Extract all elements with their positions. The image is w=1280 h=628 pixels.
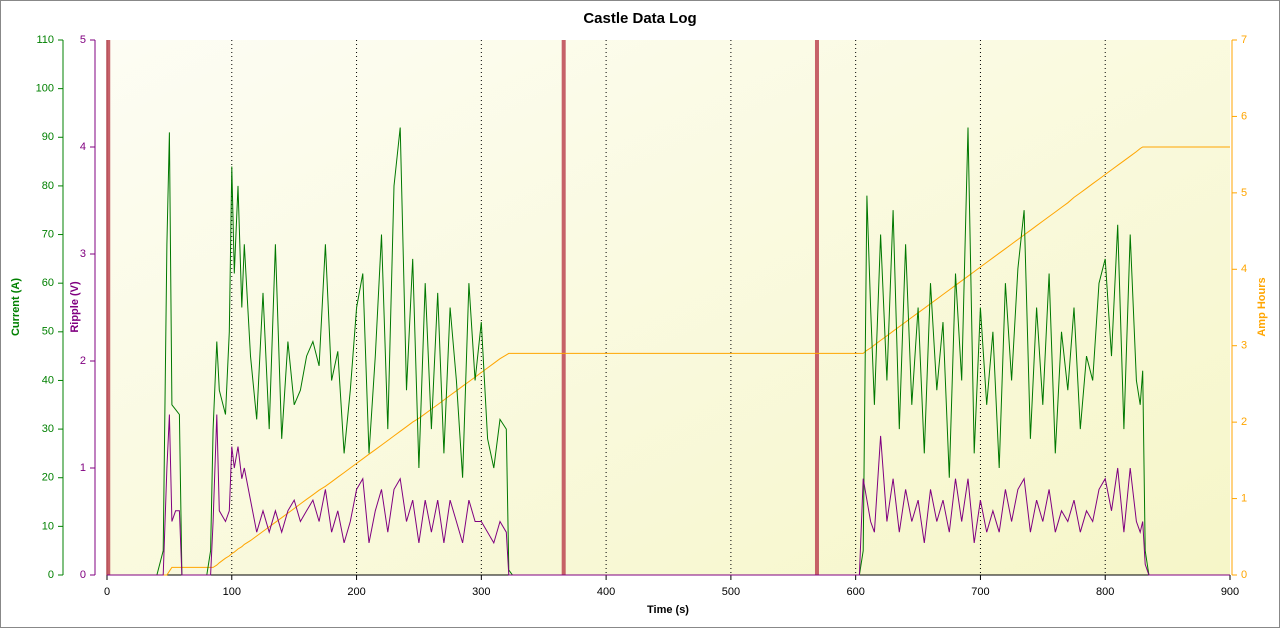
series-line bbox=[107, 146, 1230, 576]
y-tick-label: 90 bbox=[42, 131, 54, 143]
plot-area bbox=[107, 40, 1230, 575]
series-line bbox=[107, 414, 1230, 576]
event-marker bbox=[814, 40, 819, 575]
y-tick-label: 0 bbox=[48, 569, 54, 581]
y-tick-label: 100 bbox=[36, 83, 54, 95]
x-tick-label: 800 bbox=[1096, 586, 1114, 598]
x-tick-label: 500 bbox=[722, 586, 740, 598]
y2-tick-label: 1 bbox=[80, 462, 86, 474]
x-tick-label: 0 bbox=[104, 586, 110, 598]
y-tick-label: 20 bbox=[42, 472, 54, 484]
y3-tick-label: 7 bbox=[1241, 34, 1247, 46]
y-tick-label: 60 bbox=[42, 277, 54, 289]
y3-tick-label: 3 bbox=[1241, 340, 1247, 352]
y2-axis-title: Ripple (V) bbox=[69, 281, 81, 333]
y2-tick-label: 3 bbox=[80, 248, 86, 260]
y-tick-label: 40 bbox=[42, 374, 54, 386]
y2-tick-label: 2 bbox=[80, 355, 86, 367]
y2-tick-label: 5 bbox=[80, 34, 86, 46]
y3-tick-label: 4 bbox=[1241, 263, 1247, 275]
y3-tick-label: 2 bbox=[1241, 416, 1247, 428]
y-tick-label: 70 bbox=[42, 228, 54, 240]
x-axis-title: Time (s) bbox=[647, 604, 689, 616]
y3-tick-label: 1 bbox=[1241, 492, 1247, 504]
y3-tick-label: 6 bbox=[1241, 110, 1247, 122]
y2-tick-label: 4 bbox=[80, 141, 86, 153]
x-tick-label: 300 bbox=[472, 586, 490, 598]
y-tick-label: 50 bbox=[42, 326, 54, 338]
y-tick-label: 110 bbox=[36, 34, 54, 46]
x-tick-label: 200 bbox=[347, 586, 365, 598]
series-line bbox=[107, 127, 1230, 576]
y-tick-label: 10 bbox=[42, 520, 54, 532]
y3-tick-label: 0 bbox=[1241, 569, 1247, 581]
x-tick-label: 100 bbox=[223, 586, 241, 598]
y-axis-title: Current (A) bbox=[10, 278, 22, 336]
y3-tick-label: 5 bbox=[1241, 187, 1247, 199]
y-tick-label: 80 bbox=[42, 180, 54, 192]
chart-title: Castle Data Log bbox=[583, 10, 696, 27]
y3-axis-title: Amp Hours bbox=[1256, 277, 1268, 336]
x-tick-label: 400 bbox=[597, 586, 615, 598]
x-tick-label: 900 bbox=[1221, 586, 1239, 598]
y2-tick-label: 0 bbox=[80, 569, 86, 581]
event-marker bbox=[561, 40, 566, 575]
x-tick-label: 600 bbox=[846, 586, 864, 598]
event-marker bbox=[106, 40, 111, 575]
y-tick-label: 30 bbox=[42, 423, 54, 435]
x-tick-label: 700 bbox=[971, 586, 989, 598]
